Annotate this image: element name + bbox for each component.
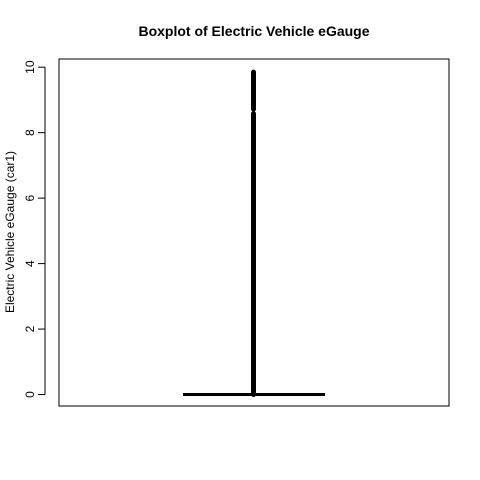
y-tick-label: 0 bbox=[23, 391, 37, 398]
y-tick-label: 6 bbox=[23, 194, 37, 201]
y-tick-label: 4 bbox=[23, 260, 37, 267]
chart-title: Boxplot of Electric Vehicle eGauge bbox=[138, 23, 369, 39]
plot-frame bbox=[58, 58, 450, 407]
y-tick-label: 10 bbox=[23, 60, 37, 74]
plot-marks bbox=[183, 69, 325, 398]
y-axis-label: Electric Vehicle eGauge (car1) bbox=[3, 151, 17, 313]
y-tick-label: 8 bbox=[23, 129, 37, 136]
y-tick-label: 2 bbox=[23, 325, 37, 332]
y-axis: 0 2 4 6 8 10 bbox=[23, 60, 46, 398]
